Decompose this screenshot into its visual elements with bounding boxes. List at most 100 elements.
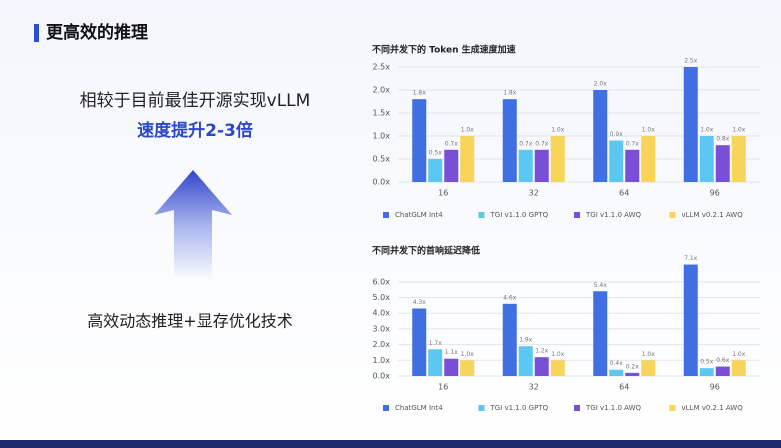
- value-label: 0.7x: [535, 140, 549, 147]
- legend-label: TGI v1.1.0 GPTQ: [490, 404, 549, 412]
- value-label: 1.0x: [732, 127, 746, 134]
- bar: [593, 90, 608, 182]
- bar: [699, 368, 714, 376]
- bar: [593, 291, 608, 376]
- y-tick-label: 5.0x: [373, 293, 391, 302]
- x-tick-label: 32: [529, 189, 539, 198]
- bar: [444, 149, 459, 182]
- value-label: 0.8x: [716, 136, 730, 143]
- bar: [715, 145, 730, 182]
- y-tick-label: 0.0x: [373, 178, 391, 187]
- value-label: 0.7x: [519, 140, 533, 147]
- bar: [550, 360, 565, 376]
- bar: [550, 136, 565, 182]
- value-label: 0.9x: [610, 131, 624, 138]
- legend-label: vLLM v0.2.1 AWQ: [682, 211, 744, 219]
- bar: [609, 140, 624, 182]
- bar: [502, 303, 517, 376]
- legend-label: vLLM v0.2.1 AWQ: [682, 404, 744, 412]
- bar: [428, 159, 443, 182]
- legend-swatch: [574, 405, 580, 411]
- value-label: 2.0x: [594, 81, 608, 88]
- bar: [534, 149, 549, 182]
- y-tick-label: 2.5x: [373, 63, 391, 72]
- value-label: 1.8x: [413, 90, 427, 97]
- x-tick-label: 16: [438, 383, 448, 392]
- value-label: 0.7x: [626, 140, 640, 147]
- value-label: 1.0x: [732, 351, 746, 358]
- legend-swatch: [478, 212, 485, 218]
- value-label: 1.0x: [700, 127, 714, 134]
- value-label: 0.5x: [700, 359, 714, 366]
- x-tick-label: 96: [710, 383, 720, 392]
- value-label: 1.9x: [519, 337, 533, 344]
- bar: [699, 136, 714, 182]
- legend-swatch: [669, 212, 676, 218]
- bar: [715, 366, 730, 376]
- bar: [731, 360, 746, 376]
- bar: [460, 136, 475, 182]
- x-tick-label: 32: [529, 383, 539, 392]
- value-label: 4.3x: [413, 299, 427, 306]
- bar: [641, 360, 656, 376]
- bar: [412, 308, 427, 376]
- highlight: 速度提升2-3倍: [137, 120, 253, 141]
- legend-label: TGI v1.1.0 GPTQ: [490, 211, 549, 219]
- y-tick-label: 3.0x: [373, 324, 391, 333]
- bar: [731, 136, 746, 182]
- bar: [683, 67, 698, 182]
- value-label: 0.4x: [610, 360, 624, 367]
- bar: [625, 372, 640, 376]
- y-tick-label: 4.0x: [373, 309, 391, 318]
- y-tick-label: 0.5x: [373, 155, 391, 164]
- value-label: 1.0x: [551, 351, 565, 358]
- bar: [641, 136, 656, 182]
- x-tick-label: 96: [710, 189, 720, 198]
- bar: [683, 264, 698, 376]
- bar: [609, 369, 624, 376]
- bottom-strip: [0, 440, 781, 448]
- y-tick-label: 1.5x: [373, 109, 391, 118]
- value-label: 1.7x: [429, 340, 443, 347]
- legend-label: TGI v1.1.0 AWQ: [585, 211, 641, 219]
- value-label: 0.7x: [445, 140, 459, 147]
- value-label: 1.0x: [461, 351, 475, 358]
- y-tick-label: 0.0x: [373, 372, 391, 381]
- value-label: 1.0x: [551, 127, 565, 134]
- tech-text: 高效动态推理+显存优化技术: [87, 312, 292, 331]
- value-label: 0.5x: [429, 150, 443, 157]
- x-tick-label: 64: [619, 189, 629, 198]
- y-tick-label: 6.0x: [373, 277, 391, 286]
- bar: [518, 149, 533, 182]
- title-marker: [34, 24, 39, 42]
- legend-label: TGI v1.1.0 AWQ: [585, 404, 641, 412]
- legend-swatch: [669, 405, 676, 411]
- x-tick-label: 16: [438, 189, 448, 198]
- legend-label: ChatGLM Int4: [395, 404, 443, 412]
- slide-title: 更高效的推理: [46, 22, 148, 43]
- value-label: 0.6x: [716, 357, 730, 364]
- value-label: 7.1x: [684, 255, 698, 262]
- legend-swatch: [574, 212, 580, 218]
- bar: [444, 358, 459, 376]
- value-label: 1.2x: [535, 348, 549, 355]
- bar: [428, 349, 443, 376]
- chart-title: 不同并发下的首响延迟降低: [372, 245, 480, 257]
- bar: [625, 149, 640, 182]
- value-label: 1.0x: [642, 127, 656, 134]
- y-tick-label: 2.0x: [373, 340, 391, 349]
- bar: [460, 360, 475, 376]
- legend-swatch: [383, 405, 389, 411]
- chart-title: 不同并发下的 Token 生成速度加速: [372, 44, 516, 56]
- x-tick-label: 64: [619, 383, 629, 392]
- bar: [502, 99, 517, 182]
- bar: [518, 346, 533, 376]
- value-label: 1.1x: [445, 349, 459, 356]
- value-label: 1.8x: [503, 90, 517, 97]
- bar: [534, 357, 549, 376]
- legend-swatch: [383, 212, 389, 218]
- value-label: 2.5x: [684, 58, 698, 65]
- legend-label: ChatGLM Int4: [395, 211, 443, 219]
- y-tick-label: 1.0x: [373, 132, 391, 141]
